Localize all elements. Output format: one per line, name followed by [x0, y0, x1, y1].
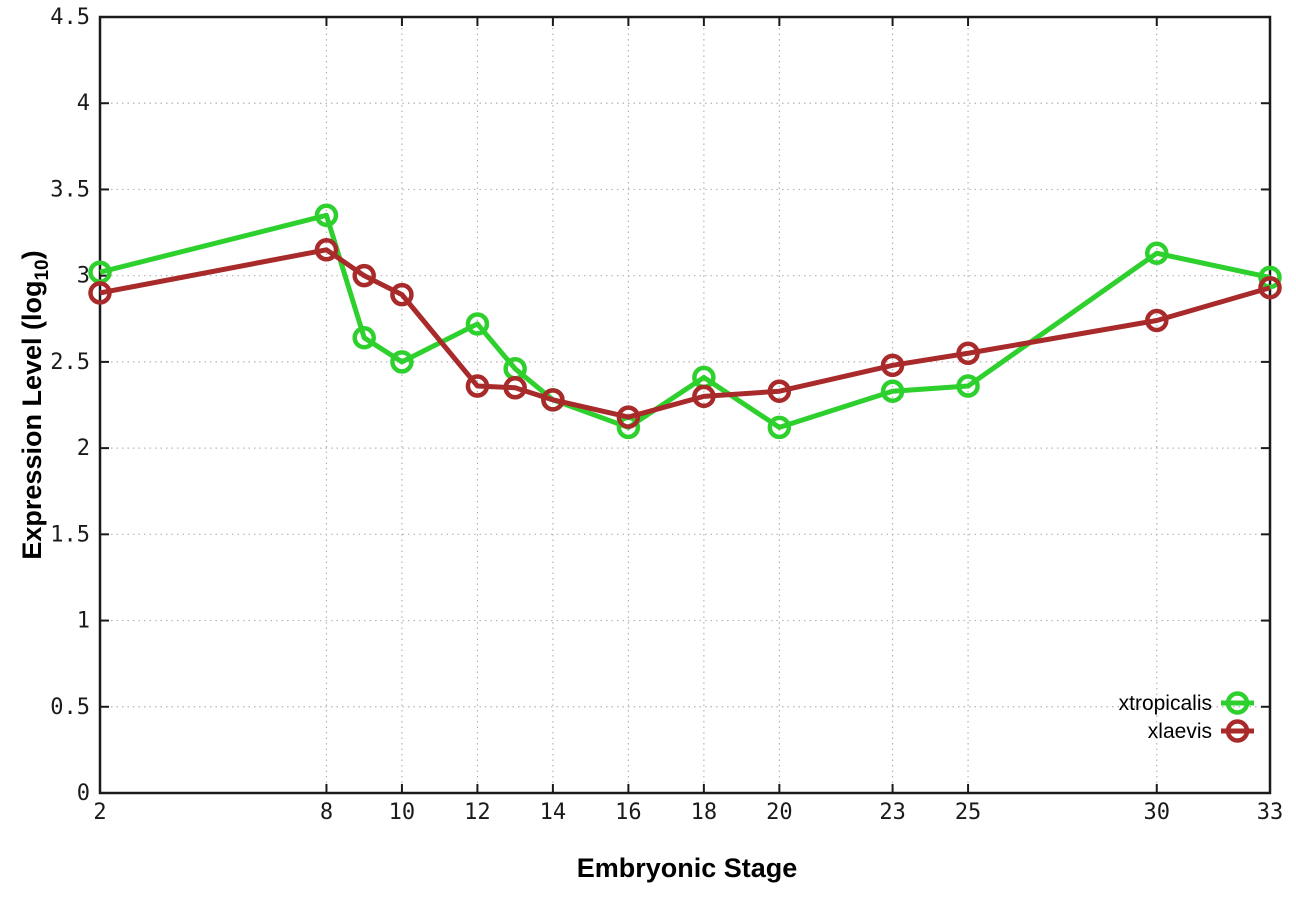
- data-point-xtropicalis-stage-9: [352, 325, 376, 350]
- x-tick-label: 23: [879, 800, 906, 825]
- data-point-xlaevis-stage-12: [465, 374, 490, 398]
- data-point-xlaevis-stage-14: [541, 388, 565, 412]
- x-tick-label: 20: [766, 800, 793, 825]
- x-tick-label: 18: [691, 800, 718, 825]
- data-point-xlaevis-stage-20: [767, 379, 792, 403]
- y-axis-title: Expression Level (log10): [17, 250, 53, 559]
- legend-marker-xtropicalis: [1225, 691, 1250, 715]
- y-tick-label: 1: [77, 609, 90, 634]
- y-tick-label: 1.5: [50, 522, 90, 547]
- data-point-xlaevis-stage-33: [1258, 275, 1282, 300]
- legend-label-xlaevis: xlaevis: [1148, 720, 1212, 743]
- x-tick-label: 12: [464, 800, 491, 825]
- tick-marks: [99, 16, 1271, 794]
- data-point-xtropicalis-stage-8: [314, 203, 339, 228]
- data-point-xtropicalis-stage-10: [390, 350, 414, 374]
- y-tick-label: 3: [77, 264, 90, 289]
- y-tick-label: 2: [77, 436, 90, 461]
- data-point-xlaevis-stage-30: [1145, 308, 1169, 333]
- x-tick-label: 16: [615, 800, 642, 825]
- series-line-xlaevis: [99, 247, 1271, 420]
- data-point-xlaevis-stage-10: [390, 282, 414, 307]
- data-point-xlaevis-stage-18: [692, 384, 716, 409]
- y-axis-title-main: Expression Level (log: [17, 281, 47, 560]
- data-point-xtropicalis-stage-20: [767, 415, 792, 440]
- y-tick-label: 0: [77, 781, 90, 806]
- y-tick-label: 0.5: [50, 695, 90, 720]
- series-xlaevis: [88, 238, 1282, 429]
- x-axis-title: Embryonic Stage: [577, 853, 798, 883]
- data-point-xtropicalis-stage-25: [956, 374, 980, 398]
- data-point-xlaevis-stage-2: [88, 281, 112, 305]
- x-tick-label: 33: [1257, 800, 1284, 825]
- y-axis-title-close: ): [17, 250, 47, 259]
- data-point-xlaevis-stage-8: [314, 238, 339, 262]
- y-tick-label: 3.5: [50, 177, 90, 202]
- x-tick-label: 30: [1144, 800, 1171, 825]
- data-point-xlaevis-stage-13: [503, 376, 527, 400]
- data-point-xtropicalis-stage-12: [465, 312, 490, 336]
- data-point-xlaevis-stage-9: [352, 263, 376, 288]
- data-point-xlaevis-stage-25: [956, 341, 980, 366]
- grid-lines: [99, 16, 1271, 794]
- data-point-xlaevis-stage-16: [616, 405, 641, 429]
- x-tick-labels: 2 8 10 12 14 16 18 20 23 25 30 33: [93, 800, 1283, 825]
- series-line-xtropicalis: [99, 212, 1271, 430]
- plot-border: [98, 15, 1272, 795]
- data-point-xtropicalis-stage-33: [1258, 265, 1282, 290]
- y-tick-label: 2.5: [50, 350, 90, 375]
- y-tick-label: 4: [77, 91, 90, 116]
- x-tick-label: 10: [389, 800, 416, 825]
- data-point-xtropicalis-stage-23: [880, 379, 905, 403]
- legend-marker-xlaevis: [1225, 719, 1250, 743]
- legend-label-xtropicalis: xtropicalis: [1119, 692, 1212, 715]
- y-tick-label: 4.5: [50, 5, 90, 30]
- x-tick-label: 2: [93, 800, 106, 825]
- x-tick-label: 14: [540, 800, 567, 825]
- legend: xtropicalis xlaevis: [1119, 691, 1254, 743]
- data-point-xlaevis-stage-23: [880, 353, 905, 378]
- y-axis-title-subscript: 10: [32, 259, 53, 280]
- x-tick-label: 8: [320, 800, 333, 825]
- y-tick-labels: 0 0.5 1 1.5 2 2.5 3 3.5 4 4.5: [50, 5, 90, 806]
- x-tick-label: 25: [955, 800, 982, 825]
- data-point-xtropicalis-stage-30: [1145, 241, 1169, 265]
